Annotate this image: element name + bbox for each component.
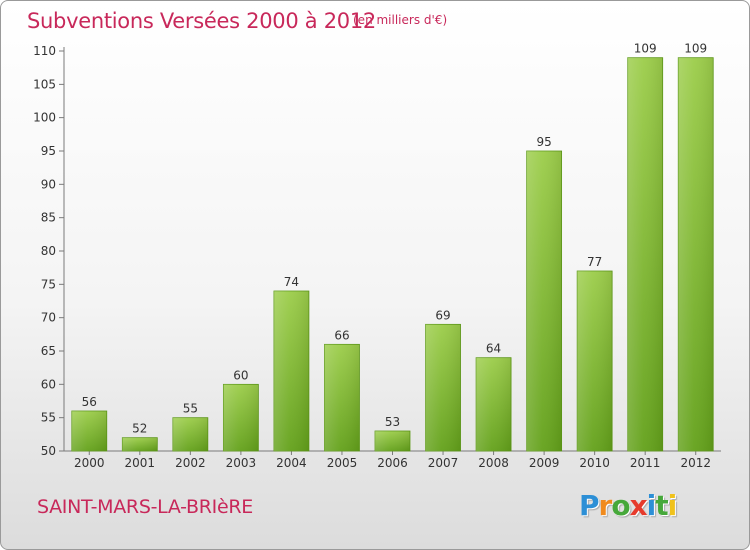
bar-value-label: 109	[684, 42, 707, 56]
x-tick-label: 2007	[428, 456, 459, 470]
x-tick-label: 2010	[579, 456, 610, 470]
y-tick-label: 75	[41, 277, 56, 291]
chart-title: Subventions Versées 2000 à 2012	[27, 9, 376, 33]
bar-shade	[122, 437, 158, 451]
value-labels: 56 52 55 60 74 66 53 69 64 95 77 109 109	[82, 42, 708, 436]
bar-value-label: 69	[435, 308, 450, 322]
bar-shade	[273, 291, 309, 451]
bar-shade	[526, 151, 562, 451]
logo-letter: i	[667, 489, 678, 522]
x-tick-label: 2002	[175, 456, 206, 470]
y-tick-label: 95	[41, 144, 56, 158]
bar-shade	[425, 324, 461, 451]
y-tick-label: 55	[41, 411, 56, 425]
chart-subtitle: (en milliers d'€)	[353, 13, 448, 27]
y-tick-label: 80	[41, 244, 56, 258]
y-tick-label: 90	[41, 177, 56, 191]
bar-shade	[172, 417, 208, 451]
bar-shade	[324, 344, 360, 451]
y-tick-label: 65	[41, 344, 56, 358]
logo-letter: x	[629, 489, 648, 522]
logo-letter: r	[598, 489, 613, 522]
bar-value-label: 74	[284, 275, 299, 289]
commune-name: SAINT-MARS-LA-BRIèRE	[37, 496, 253, 518]
logo-letter: P	[579, 489, 600, 522]
x-tick-label: 2003	[226, 456, 257, 470]
x-tick-label: 2012	[680, 456, 711, 470]
bar-shade	[223, 384, 259, 451]
x-tick-label: 2000	[74, 456, 105, 470]
x-tick-label: 2005	[327, 456, 358, 470]
y-tick-label: 100	[33, 111, 56, 125]
bar-shade	[71, 411, 107, 451]
bar-value-label: 55	[183, 402, 198, 416]
bar-value-label: 53	[385, 415, 400, 429]
y-tick-label: 70	[41, 311, 56, 325]
x-tick-label: 2001	[125, 456, 156, 470]
bars	[71, 57, 714, 452]
bar-value-label: 77	[587, 255, 602, 269]
x-tick-label: 2008	[478, 456, 509, 470]
bar-value-label: 56	[82, 395, 97, 409]
y-tick-label: 85	[41, 211, 56, 225]
logo-letter: o	[611, 489, 630, 522]
logo-letter: t	[655, 489, 668, 522]
bar-value-label: 95	[536, 135, 551, 149]
bar-shade	[375, 431, 410, 451]
y-tick-label: 105	[33, 77, 56, 91]
y-tick-label: 50	[41, 444, 56, 458]
bar-shade	[627, 57, 663, 452]
logo-letter: i	[646, 489, 657, 522]
bar-value-label: 109	[634, 42, 657, 56]
y-tick-label: 60	[41, 377, 56, 391]
bar-value-label: 66	[334, 328, 349, 342]
axes: 50 55 60 65 70 75 80 85 90 95 100 105 110 2000 2001 200…	[33, 44, 721, 470]
x-tick-label: 2006	[377, 456, 408, 470]
x-tick-label: 2004	[276, 456, 307, 470]
y-tick-label: 110	[33, 44, 56, 58]
proxiti-logo: Proxiti	[579, 489, 678, 522]
bar-shade	[678, 57, 714, 452]
x-tick-label: 2011	[630, 456, 661, 470]
bar-value-label: 60	[233, 368, 248, 382]
bar-shade	[577, 271, 613, 451]
bar-value-label: 64	[486, 342, 501, 356]
x-tick-label: 2009	[529, 456, 560, 470]
bar-value-label: 52	[132, 422, 147, 436]
bar-shade	[476, 357, 512, 451]
